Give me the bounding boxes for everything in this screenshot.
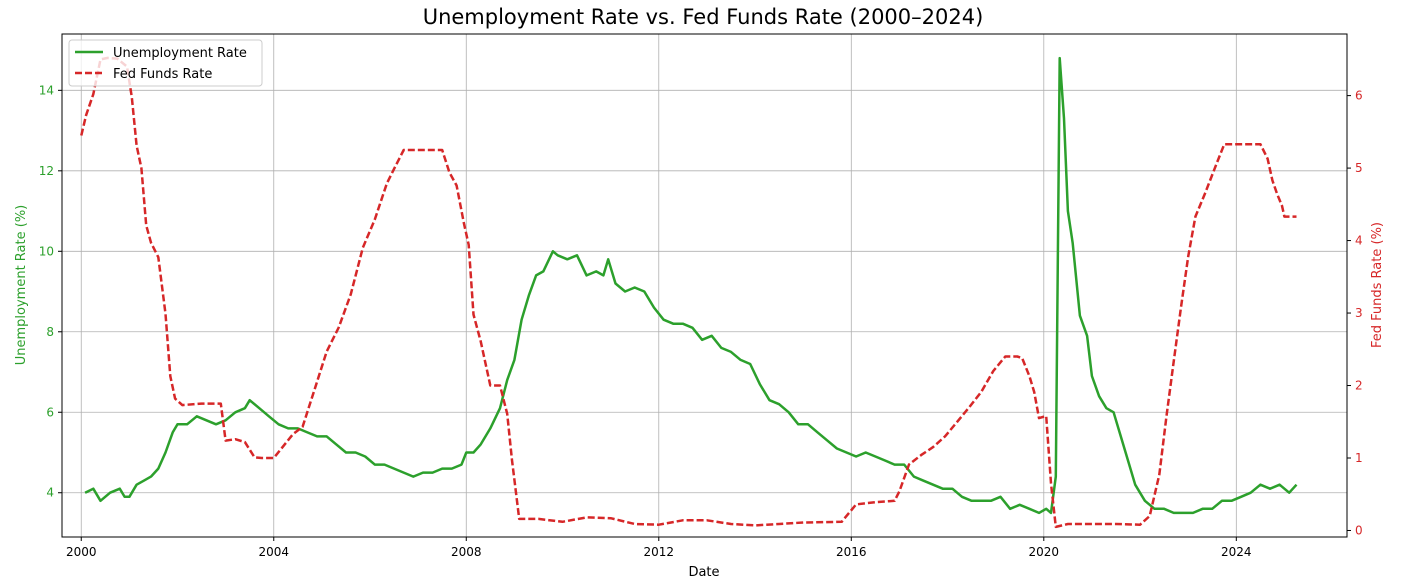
y-left-tick-label: 12 xyxy=(39,164,54,178)
y-axis-left-label: Unemployment Rate (%) xyxy=(14,205,29,366)
x-tick-label: 2012 xyxy=(644,545,675,559)
y-left-tick-label: 8 xyxy=(46,325,54,339)
grid-lines xyxy=(62,34,1347,537)
y-right-tick-label: 0 xyxy=(1355,523,1363,537)
x-tick-label: 2008 xyxy=(451,545,482,559)
legend-label-unemployment: Unemployment Rate xyxy=(113,46,247,61)
y-axis-right-label: Fed Funds Rate (%) xyxy=(1370,222,1385,348)
y-axis-right: 0 1 2 3 4 5 6 xyxy=(1347,89,1363,537)
x-tick-label: 2000 xyxy=(66,545,97,559)
y-left-tick-label: 14 xyxy=(39,83,54,97)
x-axis-label: Date xyxy=(688,565,719,580)
y-left-tick-label: 10 xyxy=(39,244,54,258)
legend: Unemployment Rate Fed Funds Rate xyxy=(68,39,263,87)
series-line-fedfunds xyxy=(80,56,1297,529)
y-right-tick-label: 5 xyxy=(1355,161,1363,175)
y-right-tick-label: 6 xyxy=(1355,89,1363,103)
y-axis-left: 4 6 8 10 12 14 xyxy=(39,83,62,500)
x-axis: 2000 2004 2008 2012 2016 2020 2024 xyxy=(66,537,1252,559)
x-tick-label: 2020 xyxy=(1029,545,1060,559)
y-right-tick-label: 1 xyxy=(1355,451,1363,465)
legend-label-fedfunds: Fed Funds Rate xyxy=(113,67,212,82)
y-right-tick-label: 2 xyxy=(1355,379,1363,393)
y-right-tick-label: 3 xyxy=(1355,306,1363,320)
series-line-unemployment xyxy=(84,56,1298,515)
legend-box xyxy=(68,39,263,87)
y-left-tick-label: 6 xyxy=(46,405,54,419)
x-tick-label: 2024 xyxy=(1221,545,1252,559)
chart-title: Unemployment Rate vs. Fed Funds Rate (20… xyxy=(423,5,984,29)
series-layer xyxy=(80,56,1298,529)
y-left-tick-label: 4 xyxy=(46,486,54,500)
plot-frame xyxy=(61,33,1348,538)
x-tick-label: 2004 xyxy=(258,545,289,559)
y-right-tick-label: 4 xyxy=(1355,234,1363,248)
x-tick-label: 2016 xyxy=(836,545,867,559)
